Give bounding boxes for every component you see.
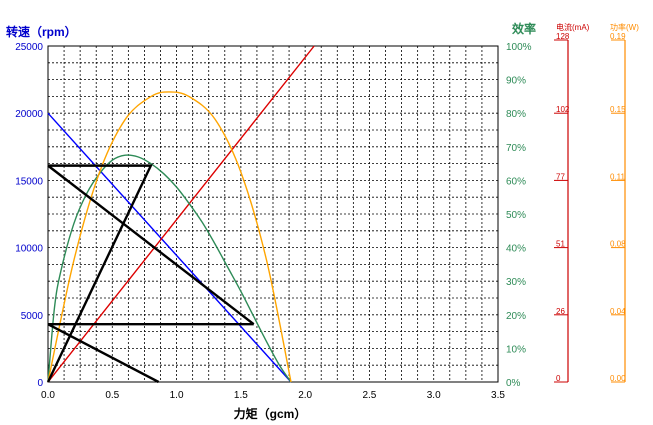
speed-tick-label: 25000 — [15, 42, 43, 53]
speed-tick-label: 5000 — [21, 311, 44, 322]
efficiency-tick-label: 0% — [506, 378, 521, 389]
speed-tick-label: 15000 — [15, 176, 43, 187]
right-axes: 效率 电流(mA) 0 26 51 77 102 128 功率(W) 0.00 0.04 0.08 0.… — [512, 21, 639, 383]
power-axis-title: 功率(W) — [610, 22, 639, 32]
current-axis-title: 电流(mA) — [556, 22, 590, 32]
x-tick-label: 1.0 — [170, 390, 184, 401]
chart-ticks: 0 5000 10000 15000 20000 25000 0.0 0.5 1.0 1.5 2.0… — [15, 42, 531, 401]
speed-tick-label: 10000 — [15, 244, 43, 255]
x-tick-label: 0.0 — [41, 390, 55, 401]
efficiency-tick-label: 50% — [506, 210, 526, 221]
power-tick-label: 0.00 — [610, 374, 626, 383]
x-tick-label: 0.5 — [105, 390, 119, 401]
efficiency-tick-label: 20% — [506, 311, 526, 322]
power-tick-label: 0.04 — [610, 307, 626, 316]
x-tick-label: 2.5 — [362, 390, 376, 401]
series-speed-line — [47, 112, 292, 383]
x-tick-label: 3.5 — [491, 390, 505, 401]
x-tick-label: 1.5 — [234, 390, 248, 401]
series-current-line — [47, 45, 315, 383]
x-tick-label: 2.0 — [298, 390, 312, 401]
efficiency-tick-label: 30% — [506, 277, 526, 288]
operating-line-3 — [47, 323, 160, 384]
series-efficiency-line — [47, 154, 292, 383]
current-tick-label: 77 — [556, 172, 565, 181]
speed-tick-label: 0 — [37, 378, 43, 389]
current-tick-label: 51 — [556, 240, 565, 249]
plot-frame — [47, 45, 499, 383]
plot-border — [47, 45, 499, 383]
current-tick-label: 128 — [556, 32, 570, 41]
power-tick-label: 0.15 — [610, 105, 626, 114]
efficiency-tick-label: 80% — [506, 109, 526, 120]
efficiency-tick-label: 90% — [506, 76, 526, 87]
speed-tick-label: 20000 — [15, 109, 43, 120]
chart-grid — [48, 46, 498, 382]
chart-series — [46, 45, 315, 384]
power-tick-label: 0.19 — [610, 32, 626, 41]
efficiency-tick-label: 40% — [506, 244, 526, 255]
power-tick-label: 0.08 — [610, 240, 626, 249]
series-power-line — [47, 91, 292, 383]
efficiency-tick-label: 100% — [506, 42, 532, 53]
current-tick-label: 26 — [556, 307, 565, 316]
efficiency-tick-label: 10% — [506, 344, 526, 355]
current-tick-label: 0 — [556, 374, 561, 383]
efficiency-tick-label: 70% — [506, 143, 526, 154]
x-axis-label: 力矩（gcm） — [234, 406, 307, 421]
y-axis-label: 转速（rpm） — [6, 24, 77, 39]
efficiency-tick-label: 60% — [506, 176, 526, 187]
operating-line-0 — [46, 164, 153, 383]
operating-line-1 — [47, 164, 255, 326]
current-tick-label: 102 — [556, 105, 570, 114]
efficiency-axis-title: 效率 — [512, 21, 536, 36]
x-tick-label: 3.0 — [427, 390, 441, 401]
power-tick-label: 0.11 — [610, 172, 626, 181]
